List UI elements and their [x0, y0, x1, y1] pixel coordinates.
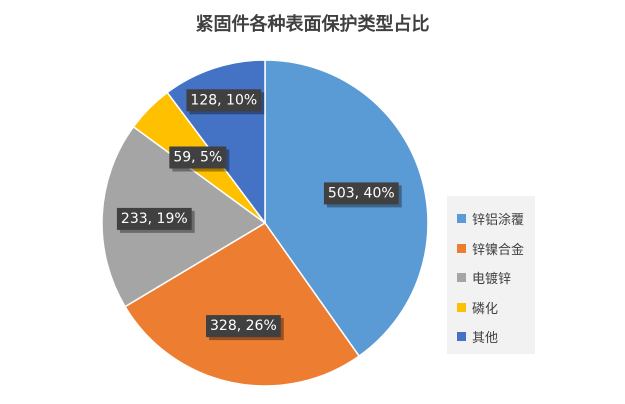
legend-item: 锌镍合金 — [457, 234, 535, 264]
data-label-text-5: 128, 10% — [190, 92, 257, 108]
data-label-box — [116, 207, 192, 230]
legend-label: 锌镍合金 — [472, 242, 525, 258]
legend-item: 电镀锌 — [457, 263, 535, 293]
data-labels: 503, 40% 328, 26% 233, 19% 59, 5% 128, 10% — [116, 89, 402, 341]
legend-swatch — [457, 332, 466, 342]
legend-item: 锌铝涂覆 — [457, 204, 535, 234]
data-label-1: 503, 40% — [323, 182, 402, 208]
data-label-text-1: 503, 40% — [328, 185, 395, 201]
chart-title: 紧固件各种表面保护类型占比 — [195, 14, 430, 35]
data-label-box — [206, 315, 281, 338]
legend-label: 磷化 — [472, 301, 499, 317]
legend-item: 磷化 — [457, 293, 535, 323]
legend: 锌铝涂覆锌镍合金电镀锌磷化其他 — [447, 196, 535, 354]
data-label-box — [186, 89, 262, 112]
legend-label: 电镀锌 — [472, 272, 512, 288]
legend-swatch — [457, 214, 466, 224]
legend-swatch — [457, 302, 466, 312]
data-label-text-3: 233, 19% — [121, 211, 188, 227]
data-label-2: 328, 26% — [206, 315, 284, 341]
data-label-5: 128, 10% — [186, 89, 265, 115]
data-label-text-4: 59, 5% — [173, 150, 222, 166]
data-label-box — [323, 182, 399, 205]
legend-swatch — [457, 273, 466, 283]
pie-slice-1 — [264, 59, 429, 358]
pie-slice-2 — [124, 221, 361, 387]
data-label-text-2: 328, 26% — [210, 318, 277, 334]
data-label-box — [169, 146, 227, 169]
legend-swatch — [457, 243, 466, 253]
data-label-3: 233, 19% — [116, 207, 195, 233]
legend-label: 其他 — [472, 331, 499, 347]
legend-label: 锌铝涂覆 — [472, 213, 525, 229]
legend-item: 其他 — [457, 322, 535, 352]
data-label-4: 59, 5% — [169, 146, 230, 172]
